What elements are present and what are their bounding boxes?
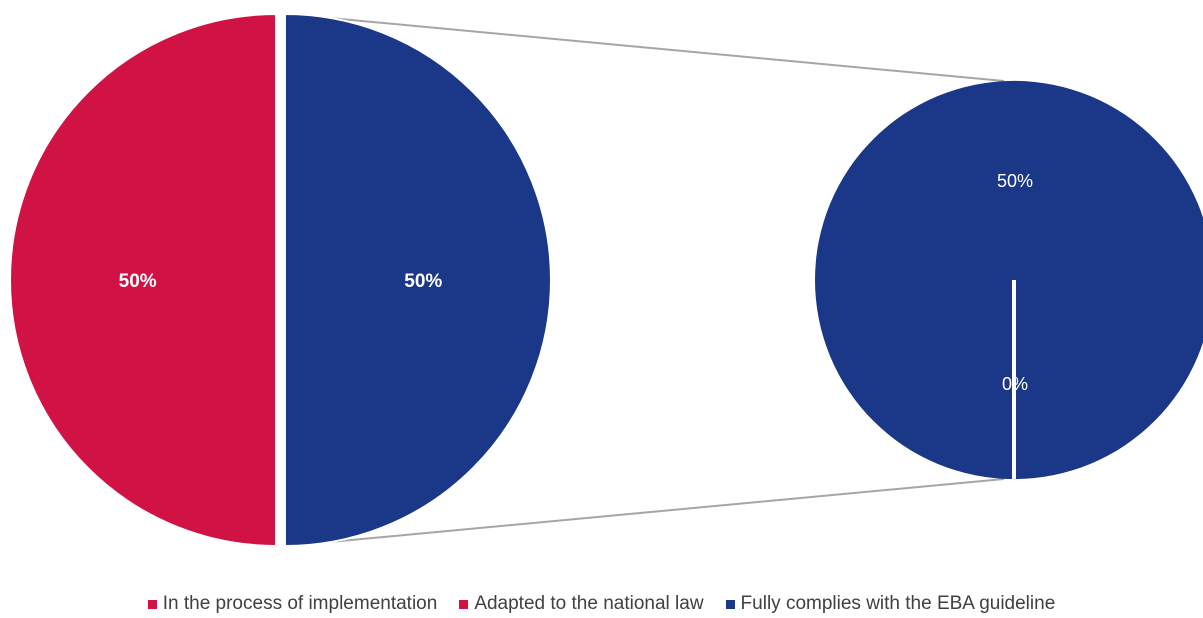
legend-swatch [459, 599, 469, 609]
secondary-pie: 50% 0% [815, 81, 1203, 479]
secondary-pie-data-label: 0% [1002, 374, 1028, 394]
secondary-pie-data-label: 50% [997, 171, 1033, 191]
legend-swatch [147, 599, 157, 609]
legend-item-fully-complies: Fully complies with the EBA guideline [725, 593, 1056, 615]
main-pie-slice-fully-complies [284, 12, 552, 548]
main-pie-data-label: 50% [119, 271, 157, 292]
legend: In the process of implementation Adapted… [0, 593, 1203, 615]
legend-label: Fully complies with the EBA guideline [740, 593, 1056, 614]
connector-line-bottom [286, 478, 1005, 547]
legend-label: In the process of implementation [162, 593, 438, 614]
main-pie-slice-adapted [9, 12, 277, 548]
legend-item-adapted: Adapted to the national law [459, 593, 704, 615]
connector-line-top [286, 13, 1005, 82]
main-pie-data-label: 50% [404, 271, 442, 292]
main-pie: 50% 50% [9, 12, 552, 548]
connector-lines [286, 13, 1005, 547]
legend-label: Adapted to the national law [474, 593, 704, 614]
secondary-pie-slice [815, 81, 1203, 479]
legend-item-in-process: In the process of implementation [147, 593, 438, 615]
legend-swatch [725, 599, 735, 609]
